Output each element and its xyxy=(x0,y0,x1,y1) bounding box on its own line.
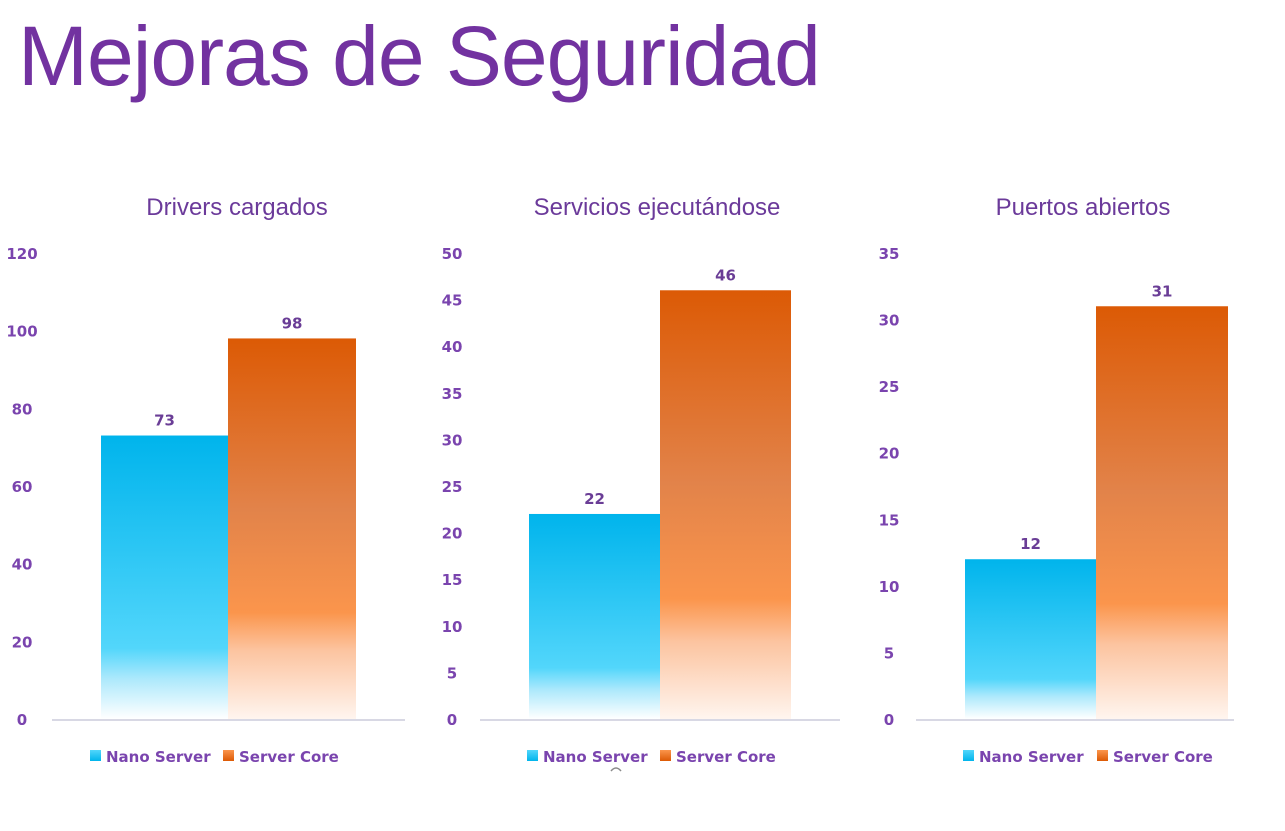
legend-entry: Nano Server xyxy=(543,748,648,766)
page-title: Mejoras de Seguridad xyxy=(18,9,821,103)
legend-swatch xyxy=(527,750,538,761)
data-label: 73 xyxy=(154,412,175,430)
legend: Nano Server Server Core xyxy=(90,748,339,766)
y-tick-label: 40 xyxy=(442,338,463,356)
y-tick-label: 30 xyxy=(442,431,463,449)
y-tick-label: 0 xyxy=(17,711,27,729)
chart-2: Servicios ejecutándose 0 5 10 15 20 25 30 35 40 45… xyxy=(442,194,840,766)
legend-entry: Server Core xyxy=(1113,748,1213,766)
y-tick-label: 35 xyxy=(442,385,463,403)
data-label: 31 xyxy=(1152,282,1173,300)
bar-server-core xyxy=(1096,306,1228,719)
y-tick-label: 15 xyxy=(442,571,463,589)
y-tick-label: 20 xyxy=(12,633,33,651)
y-tick-label: 35 xyxy=(879,245,900,263)
y-tick-label: 20 xyxy=(442,525,463,543)
chart-title: Puertos abiertos xyxy=(996,194,1171,221)
bar-server-core xyxy=(660,290,791,719)
bar-nano-server xyxy=(529,513,660,719)
chart-1: Drivers cargados 0 20 40 60 80 100 120 73 98 Nano … xyxy=(6,194,405,766)
data-label: 98 xyxy=(282,314,303,332)
y-tick-label: 25 xyxy=(442,478,463,496)
y-tick-label: 30 xyxy=(879,312,900,330)
data-label: 46 xyxy=(715,266,736,284)
y-tick-label: 10 xyxy=(879,578,900,596)
y-tick-label: 0 xyxy=(447,711,457,729)
chart-title: Drivers cargados xyxy=(146,194,327,221)
y-tick-label: 120 xyxy=(6,245,37,263)
y-tick-label: 0 xyxy=(884,711,894,729)
legend-entry: Nano Server xyxy=(106,748,211,766)
legend-swatch xyxy=(90,750,101,761)
legend-swatch xyxy=(660,750,671,761)
bar-server-core xyxy=(228,338,356,719)
y-tick-label: 20 xyxy=(879,445,900,463)
y-tick-label: 25 xyxy=(879,378,900,396)
y-tick-label: 5 xyxy=(447,664,457,682)
legend-entry: Nano Server xyxy=(979,748,1084,766)
y-tick-label: 10 xyxy=(442,618,463,636)
legend-swatch xyxy=(1097,750,1108,761)
y-tick-label: 100 xyxy=(6,323,37,341)
legend: Nano Server Server Core xyxy=(527,748,776,766)
chart-3: Puertos abiertos 0 5 10 15 20 25 30 35 12 31 Nano S… xyxy=(879,194,1234,766)
data-label: 22 xyxy=(584,490,605,508)
legend-entry: Server Core xyxy=(676,748,776,766)
legend-swatch xyxy=(963,750,974,761)
chart-title: Servicios ejecutándose xyxy=(534,194,781,221)
y-tick-label: 50 xyxy=(442,245,463,263)
y-tick-label: 5 xyxy=(884,644,894,662)
cursor-arc-icon xyxy=(610,767,622,772)
legend-entry: Server Core xyxy=(239,748,339,766)
y-tick-label: 60 xyxy=(12,478,33,496)
y-tick-label: 80 xyxy=(12,400,33,418)
y-tick-label: 45 xyxy=(442,292,463,310)
bar-nano-server xyxy=(965,559,1096,719)
legend: Nano Server Server Core xyxy=(963,748,1213,766)
y-tick-label: 40 xyxy=(12,556,33,574)
data-label: 12 xyxy=(1020,535,1041,553)
y-tick-label: 15 xyxy=(879,511,900,529)
bar-nano-server xyxy=(101,435,228,719)
legend-swatch xyxy=(223,750,234,761)
